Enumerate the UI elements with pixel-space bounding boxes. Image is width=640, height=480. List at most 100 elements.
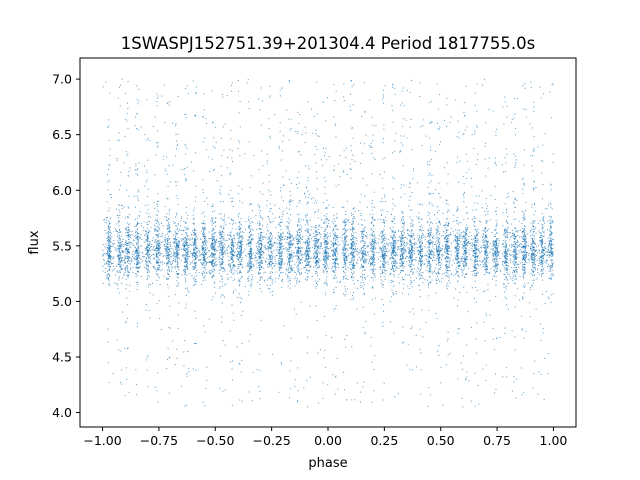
data-point	[251, 274, 253, 276]
data-point	[258, 246, 260, 248]
data-point	[463, 266, 465, 267]
data-point	[382, 283, 384, 285]
data-point	[428, 265, 430, 267]
data-point	[455, 269, 457, 271]
data-point	[475, 269, 477, 271]
data-point	[266, 229, 268, 231]
data-point	[364, 195, 366, 197]
data-point	[419, 261, 421, 263]
data-point	[447, 204, 449, 206]
data-point	[220, 248, 222, 250]
data-point	[185, 239, 187, 241]
data-point	[313, 253, 315, 255]
data-point	[186, 249, 188, 251]
data-point	[344, 259, 346, 261]
data-point	[159, 241, 161, 243]
data-point	[118, 276, 120, 278]
data-point	[515, 278, 517, 280]
data-point	[539, 256, 541, 258]
data-point	[175, 240, 177, 242]
data-point	[233, 264, 235, 266]
data-point	[117, 245, 119, 247]
data-point	[209, 170, 211, 172]
data-point	[351, 245, 353, 247]
data-point	[412, 249, 414, 251]
data-point	[342, 252, 344, 254]
data-point	[551, 243, 553, 245]
data-point	[137, 243, 139, 245]
data-point	[540, 259, 542, 261]
data-point	[518, 264, 520, 266]
data-point	[522, 298, 524, 300]
data-point	[403, 135, 405, 137]
data-point	[176, 250, 178, 252]
data-point	[405, 119, 407, 121]
data-point	[307, 261, 309, 263]
data-point	[515, 250, 517, 252]
data-point	[381, 230, 383, 232]
data-point	[445, 275, 447, 277]
data-point	[350, 80, 352, 82]
data-point	[191, 238, 193, 240]
data-point	[419, 328, 421, 330]
data-point	[401, 233, 403, 235]
data-point	[294, 263, 296, 265]
data-point	[280, 257, 282, 259]
data-point	[431, 250, 433, 252]
data-point	[424, 279, 426, 281]
data-point	[400, 241, 402, 242]
data-point	[103, 260, 105, 262]
data-point	[298, 236, 300, 238]
data-point	[415, 334, 417, 336]
data-point	[267, 215, 269, 217]
data-point	[545, 259, 547, 261]
data-point	[237, 248, 239, 250]
data-point	[221, 251, 223, 253]
data-point	[325, 180, 327, 182]
data-point	[164, 239, 166, 241]
data-point	[492, 252, 494, 254]
data-point	[400, 230, 402, 232]
data-point	[343, 245, 345, 247]
data-point	[190, 244, 192, 246]
data-point	[348, 222, 350, 224]
data-point	[429, 275, 431, 277]
data-point	[428, 228, 430, 230]
data-point	[166, 197, 168, 199]
data-point	[305, 258, 307, 260]
data-point	[192, 249, 194, 251]
data-point	[250, 262, 252, 264]
data-point	[168, 235, 170, 237]
data-point	[271, 294, 273, 296]
data-point	[551, 222, 553, 224]
data-point	[382, 98, 384, 100]
data-point	[515, 266, 517, 268]
data-point	[335, 90, 337, 92]
data-point	[290, 388, 292, 390]
data-point	[270, 233, 272, 235]
data-point	[194, 229, 196, 231]
data-point	[369, 256, 371, 258]
data-point	[492, 255, 494, 257]
data-point	[384, 246, 386, 248]
data-point	[188, 291, 190, 293]
data-point	[484, 274, 486, 276]
data-point	[193, 228, 195, 230]
data-point	[393, 251, 395, 253]
data-point	[230, 256, 232, 258]
data-point	[525, 201, 527, 203]
data-point	[221, 251, 223, 253]
data-point	[323, 222, 325, 224]
data-point	[172, 261, 174, 263]
data-point	[183, 169, 185, 171]
data-point	[193, 222, 195, 224]
data-point	[204, 267, 206, 269]
data-point	[381, 263, 383, 265]
data-point	[344, 245, 346, 247]
data-point	[532, 170, 534, 172]
data-point	[157, 225, 159, 227]
data-point	[146, 261, 148, 263]
data-point	[323, 252, 325, 254]
data-point	[240, 246, 242, 248]
data-point	[306, 250, 308, 252]
